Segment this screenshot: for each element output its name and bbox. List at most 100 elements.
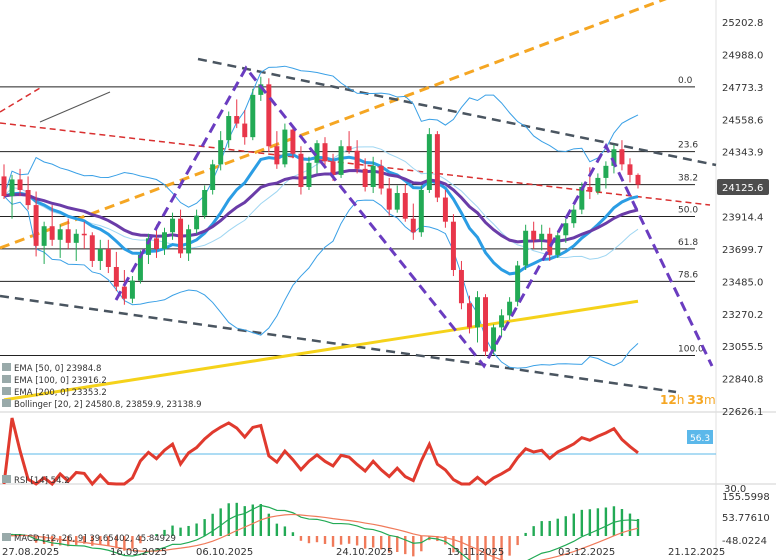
candle-body xyxy=(33,205,39,246)
candle-body xyxy=(354,150,360,169)
legend-params: [200, 0] xyxy=(35,388,69,398)
legend-item-ema100[interactable]: EMA [100, 0] 23916.2 xyxy=(2,375,107,386)
candle-body xyxy=(81,233,87,236)
candle-body xyxy=(338,146,344,175)
price-panel[interactable] xyxy=(0,0,716,412)
macd-histogram-bar xyxy=(347,536,351,544)
rsi-line xyxy=(2,417,639,487)
legend-item-ema200[interactable]: EMA [200, 0] 23353.2 xyxy=(2,387,107,398)
macd-histogram-bar xyxy=(444,536,447,545)
candle-body xyxy=(563,223,569,236)
countdown-m: m xyxy=(704,393,716,407)
candle-body xyxy=(499,315,505,328)
macd-indicator: 155.5998 53.77610 -48.0224 xyxy=(3,492,770,560)
macd-histogram-bar xyxy=(251,504,254,536)
macd-histogram-bar xyxy=(484,536,487,560)
candle xyxy=(89,232,95,267)
macd-histogram-bar xyxy=(211,513,214,536)
lower-channel-line xyxy=(0,294,677,394)
candle-body xyxy=(194,215,200,230)
candle xyxy=(346,131,352,154)
settings-icon[interactable] xyxy=(2,375,11,383)
candle-body xyxy=(41,226,47,246)
candle xyxy=(242,109,248,145)
candle-body xyxy=(9,179,15,197)
candle xyxy=(202,185,208,219)
candle-body xyxy=(121,286,127,299)
date-axis-label: 21.12.2025 xyxy=(668,547,725,558)
indicator-legend: EMA [50, 0] 23984.8 EMA [100, 0] 23916.2… xyxy=(2,363,202,544)
candle-body xyxy=(73,233,79,243)
candle xyxy=(547,227,553,261)
date-axis-label: 13.11.2025 xyxy=(447,547,504,558)
candle xyxy=(17,168,23,197)
macd-histogram-bar xyxy=(99,536,102,545)
macd-histogram-bar xyxy=(195,523,198,536)
fib-label: 78.6 xyxy=(678,270,698,280)
settings-icon[interactable] xyxy=(2,363,11,371)
price-axis-label: 22626.1 xyxy=(722,407,763,418)
legend-name: EMA xyxy=(14,364,33,374)
candlesticks xyxy=(1,76,641,357)
fib-label: 0.0 xyxy=(678,76,693,86)
countdown-minutes: 33 xyxy=(687,393,704,407)
rsi-value: 54.2 xyxy=(51,476,70,486)
macd-histogram-bar xyxy=(307,536,311,544)
legend-name: EMA xyxy=(14,376,33,386)
rsi-panel[interactable] xyxy=(0,412,716,484)
candle xyxy=(314,140,320,174)
macd-histogram-bar xyxy=(564,516,567,536)
candle xyxy=(450,214,456,277)
rsi-label: RSI [14] xyxy=(14,476,48,486)
candle-body xyxy=(186,229,192,254)
candle-body xyxy=(418,189,424,233)
macd-histogram-bar xyxy=(235,502,238,536)
candle-body xyxy=(523,230,529,266)
svg-text:MACD [12, 26, 9] 39.65402, 45.: MACD [12, 26, 9] 39.65402, 45.84929 xyxy=(14,534,176,544)
price-axis-label: 23270.2 xyxy=(722,310,763,321)
macd-histogram-bar xyxy=(83,536,86,544)
settings-icon[interactable] xyxy=(2,533,11,541)
fib-label: 100.0 xyxy=(678,344,704,354)
macd-line xyxy=(3,504,639,560)
candle xyxy=(105,239,111,274)
candle-body xyxy=(450,221,456,271)
candle-body xyxy=(475,297,480,328)
candle xyxy=(523,224,529,271)
macd-histogram-bar xyxy=(315,536,319,543)
legend-item-macd[interactable]: MACD [12, 26, 9] 39.65402, 45.84929 xyxy=(2,533,176,544)
candle xyxy=(306,156,312,190)
macd-histogram-bar xyxy=(171,525,174,536)
candle-body xyxy=(458,270,464,304)
candle xyxy=(210,159,216,195)
legend-item-bollinger[interactable]: Bollinger [20, 2] 24580.8, 23859.9, 2313… xyxy=(2,399,202,410)
macd-histogram-bar xyxy=(75,536,78,545)
macd-histogram-bar xyxy=(139,536,142,544)
legend-item-rsi[interactable]: RSI [14] 54.2 xyxy=(2,475,70,486)
legend-item-ema50[interactable]: EMA [50, 0] 23984.8 xyxy=(2,363,101,374)
candle xyxy=(162,227,167,255)
candle-body xyxy=(627,164,633,175)
candle-body xyxy=(242,123,248,138)
candle-body xyxy=(57,229,63,240)
macd-histogram-bar xyxy=(540,521,543,536)
svg-text:RSI [14] 54.2: RSI [14] 54.2 xyxy=(14,476,70,486)
candle-body xyxy=(25,189,31,206)
candle xyxy=(362,158,368,192)
candle-body xyxy=(571,209,577,224)
macd-signal-line xyxy=(3,513,639,560)
zigzag-pattern xyxy=(114,65,714,369)
candle-body xyxy=(515,265,521,302)
candle-body xyxy=(507,301,513,316)
settings-icon[interactable] xyxy=(2,475,11,483)
svg-text:Bollinger [20, 2] 24580.8, 238: Bollinger [20, 2] 24580.8, 23859.9, 2313… xyxy=(14,400,202,410)
legend-values: 23916.2 xyxy=(72,376,107,386)
settings-icon[interactable] xyxy=(2,387,11,395)
candle-body xyxy=(410,218,416,233)
upper-channel-line xyxy=(197,57,717,167)
candle xyxy=(571,205,577,228)
bollinger-upper xyxy=(3,65,639,208)
settings-icon[interactable] xyxy=(2,399,11,407)
macd-histogram-bar xyxy=(556,518,559,536)
